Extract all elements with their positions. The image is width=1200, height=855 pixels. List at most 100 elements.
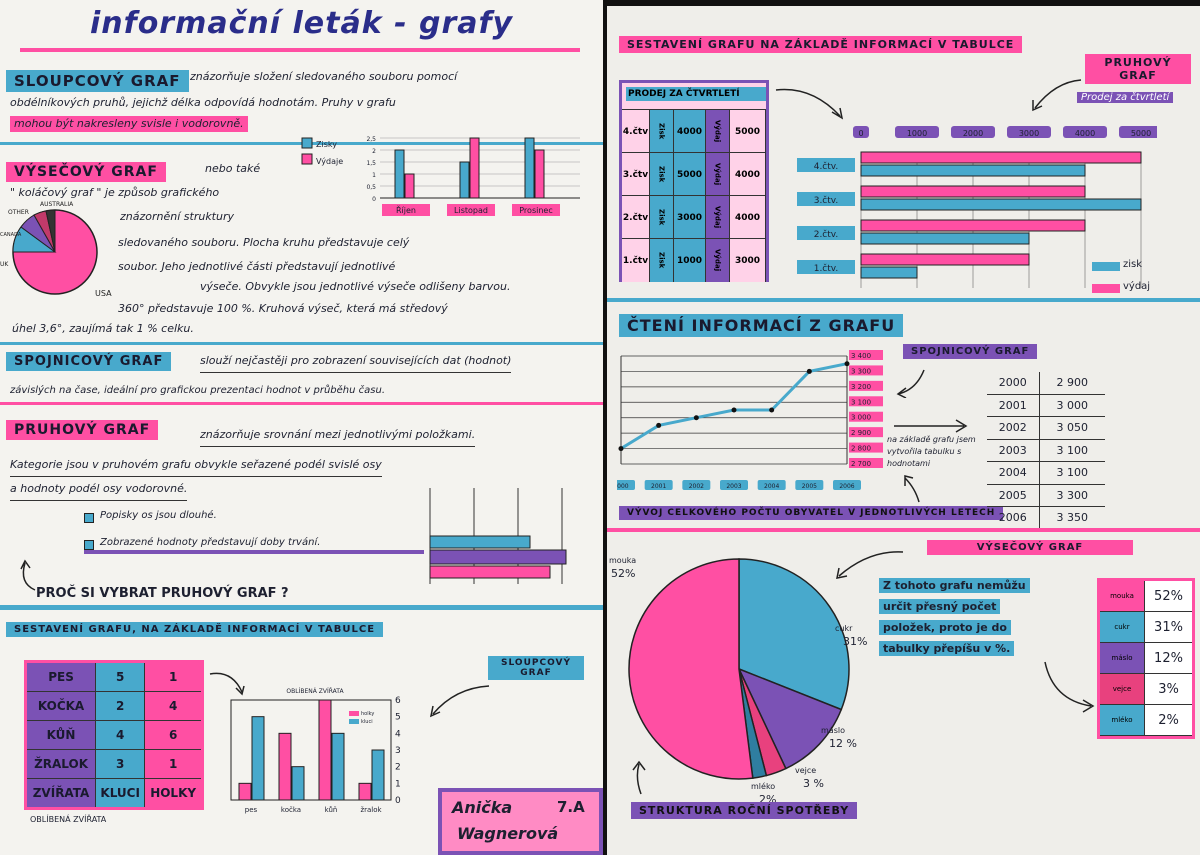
bullet-2-text: Zobrazené hodnoty představují doby trván… [100,537,321,548]
line-xtick-bg [682,480,711,490]
animals-legend-holky: holky [361,711,374,717]
year-row: 2002 3 050 [987,417,1105,440]
bar-cat-bg [797,158,855,172]
legend-vydaj-swatch [1092,284,1120,293]
bar-axis-tick: 2000 [963,129,983,138]
pie-table-percent: 2% [1158,712,1179,728]
pruhovy-line-1: znázorňuje srovnání mezi jednotlivými po… [200,424,476,447]
pie-table-row: mouka 52% [1100,581,1192,612]
line-ytick-bg [849,442,883,453]
animals-bar-kluci-pes [251,716,265,801]
animals-bar-kluci-žralok [371,749,385,801]
spojnicovy-line-1: slouží nejčastěji pro zobrazení souvisej… [200,350,512,373]
bar-cat-label: 2.čtv. [814,229,839,240]
cteni-heading: ČTENÍ INFORMACÍ Z GRAFU [619,314,904,337]
animals-cell-kocka: KOČKA [24,691,97,722]
year-label: 2005 [998,488,1027,502]
line-ytick: 3 200 [851,383,871,391]
section-divider-4 [0,605,603,610]
year-label: 2004 [998,466,1027,480]
spojnicovy-heading: SPOJNICOVÝ GRAF [6,352,172,371]
line-ytick: 3 100 [851,398,871,406]
legend-vydaje-label: Výdaje [316,157,343,166]
animals-legend-kluci: kluci [361,719,373,725]
pie-table-row: máslo 12% [1100,643,1192,674]
animals-bar-holky-žralok [358,782,372,801]
bar-axis-tick-bg [1119,126,1157,138]
arrow-icon [20,559,36,591]
animals-legend-holky-swatch [349,711,359,716]
spojnicovy-tag: SPOJNICOVÝ GRAF [903,344,1038,359]
bar-vydaj-2.čtv. [860,219,1086,232]
year-value: 2 900 [1038,372,1105,394]
pie-note-line-4: tabulky přepíšu v %. [879,641,1015,656]
sestaveni-heading: SESTAVENÍ GRAFU, NA ZÁKLADĚ INFORMACÍ V … [6,622,384,637]
line-xtick-bg [757,480,786,490]
animals-table: PES 5 1 KOČKA 2 4 KŮŇ 4 6 ŽRALOK 3 1 ZVÍŘATA KLUC… [24,660,204,810]
bar-axis-tick-bg [1063,126,1107,138]
mini-cat-highlight [382,204,430,216]
arrow-icon [775,88,844,120]
vysecovy-line-5: soubor. Jeho jednotlivé části představuj… [118,260,396,273]
pie-slice-cukr [738,558,850,711]
pie-slice-mouka [628,558,754,780]
struktura-label: STRUKTURA ROČNÍ SPOTŘEBY [631,802,858,819]
example-bar-2 [429,549,567,565]
mini-bar-výdaje-říjen [404,173,415,199]
mini-ytick: 2 [372,148,376,155]
sales-cell: 2.čtv [622,196,650,239]
pie-label-vejce: vejce [795,766,816,775]
example-bar-3 [429,565,551,579]
sales-cell: Výdaj [706,239,730,282]
arrow-icon [836,551,904,579]
animals-cat-label: žralok [360,806,382,814]
animals-bar-holky-kůň [318,699,332,801]
population-point-2006 [844,361,850,367]
animals-bar-holky-pes [238,782,252,801]
animals-cell-zralok-holky: 1 [144,748,203,779]
year-row: 2005 3 300 [987,484,1105,507]
line-xtick-bg [795,480,824,490]
population-line-chart: 3 400 3 300 3 200 3 100 3 000 2 900 2 800 2 700… [617,350,883,490]
vysecovy-tag: VÝSEČOVÝ GRAF [927,540,1133,555]
line-xtick-bg [644,480,673,490]
animals-cell-kun-kluci: 4 [95,720,146,750]
right-leaflet-page: SESTAVENÍ GRAFU NA ZÁKLADĚ INFORMACÍ V T… [607,6,1200,855]
bar-axis-tick: 0 [858,129,863,138]
sales-row: 2.čtv Zisk 3000 Výdaj 4000 [622,195,766,239]
right-divider-2 [607,528,1200,532]
mini-cat-label: Prosinec [519,206,552,215]
line-ytick: 2 800 [851,445,871,453]
year-value: 3 350 [1038,507,1105,529]
sales-cell: 5000 [730,110,766,153]
pie-note-line-1: Z tohoto grafu nemůžu [879,578,1030,593]
legend-vydaje-swatch [301,153,313,165]
year-row: 2001 3 000 [987,394,1105,417]
pie-note-line-3: položek, proto je do [879,620,1011,635]
pie-label-mléko: mléko [751,781,775,791]
arrow-icon [896,369,925,398]
pie-table-percent: 31% [1154,619,1183,635]
pie-label-uk: UK [0,261,9,268]
signature-box: Anička 7.A Wagnerová [438,788,603,855]
arrow-icon [209,672,245,696]
bar-vydaj-1.čtv. [860,253,1030,266]
sales-cell: Výdaj [706,110,730,153]
bar-cat-bg [797,226,855,240]
mini-bar-výdaje-listopad [469,137,480,199]
year-value: 3 100 [1038,439,1105,461]
animals-bar-kluci-kůň [331,732,345,801]
year-label: 2001 [998,398,1027,412]
sales-cell: 1.čtv [622,239,650,282]
sloupcovy-tag: SLOUPCOVÝ GRAF [488,656,584,680]
mini-bar-zisky-říjen [394,149,405,199]
animals-cell-pes: PES [24,660,97,693]
leaflet-title: informační leták - grafy [90,6,514,41]
example-horizontal-bars [429,488,567,584]
year-row: 2000 2 900 [987,372,1105,395]
population-point-2001 [656,422,662,428]
year-row: 2003 3 100 [987,439,1105,462]
pie-table-item: mouka [1100,581,1145,611]
pie-percent-cukr: 31% [843,635,867,648]
sales-cell: Výdaj [706,196,730,239]
